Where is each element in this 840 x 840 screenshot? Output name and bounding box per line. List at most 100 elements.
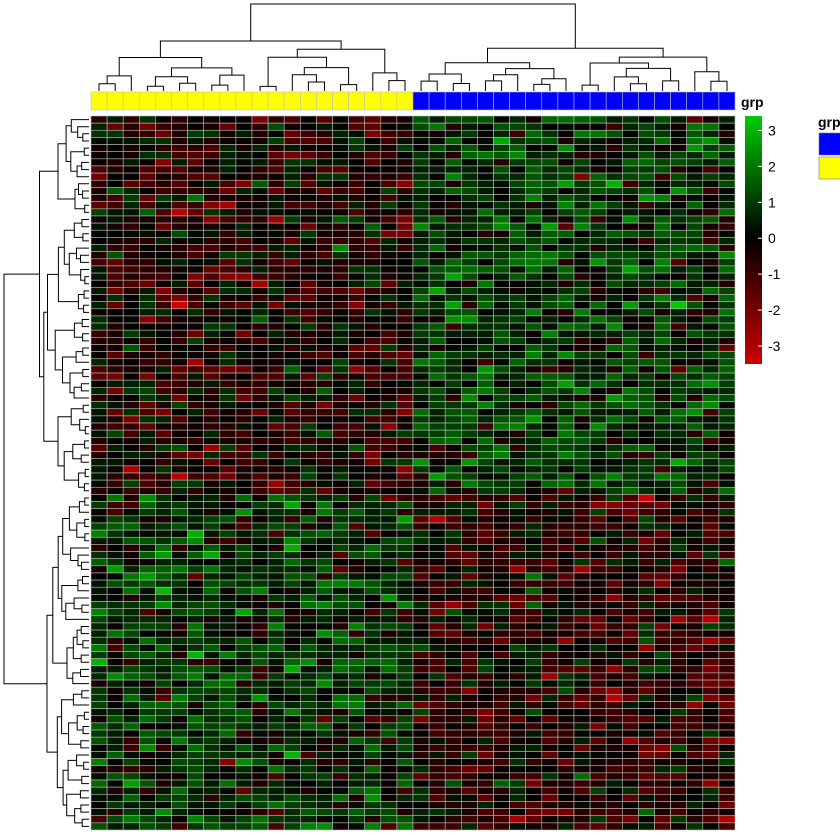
- heatmap-cell: [171, 529, 188, 538]
- heatmap-cell: [316, 451, 333, 460]
- row-dendrogram-branch: [83, 304, 89, 313]
- heatmap-cell: [509, 644, 527, 652]
- heatmap-cell: [90, 322, 108, 331]
- heatmap-cell: [654, 579, 671, 588]
- heatmap-cell: [638, 458, 655, 467]
- heatmap-cell: [509, 479, 527, 488]
- heatmap-cell: [525, 679, 543, 688]
- heatmap-cell: [90, 786, 108, 795]
- heatmap-cell: [428, 629, 446, 638]
- heatmap-cell: [605, 701, 623, 709]
- heatmap-cell: [621, 187, 639, 195]
- heatmap-cell: [332, 651, 349, 659]
- heatmap-cell: [718, 436, 736, 445]
- row-dendrogram-branch: [77, 554, 89, 567]
- heatmap-cell: [702, 365, 720, 374]
- heatmap-cell: [493, 822, 510, 831]
- heatmap-cell: [380, 508, 398, 517]
- heatmap-cell: [299, 665, 317, 674]
- heatmap-cell: [364, 294, 382, 302]
- heatmap-cell: [412, 494, 430, 502]
- heatmap-cell: [219, 801, 237, 809]
- heatmap-cell: [171, 172, 188, 181]
- heatmap-cell: [187, 486, 205, 495]
- heatmap-cell: [686, 658, 704, 667]
- heatmap-cell: [460, 394, 478, 402]
- heatmap-cell: [573, 751, 591, 759]
- heatmap-cell: [589, 594, 607, 602]
- heatmap-cell: [493, 279, 510, 288]
- heatmap-cell: [460, 237, 478, 245]
- heatmap-cell: [139, 522, 156, 531]
- heatmap-cell: [171, 822, 188, 831]
- heatmap-cell: [283, 222, 301, 231]
- heatmap-cell: [718, 494, 736, 502]
- heatmap-cell: [573, 422, 591, 431]
- heatmap-cell: [702, 544, 720, 552]
- heatmap-cell: [348, 208, 366, 217]
- heatmap-cell: [477, 494, 494, 502]
- heatmap-cell: [283, 472, 301, 481]
- heatmap-cell: [171, 222, 188, 231]
- heatmap-cell: [348, 265, 366, 274]
- heatmap-cell: [638, 586, 655, 595]
- heatmap-cell: [686, 644, 704, 652]
- heatmap-cell: [444, 387, 462, 395]
- heatmap-cell: [396, 679, 414, 688]
- heatmap-cell: [219, 151, 237, 160]
- heatmap-cell: [557, 558, 575, 567]
- heatmap-cell: [718, 479, 736, 488]
- heatmap-cell: [541, 651, 559, 659]
- heatmap-cell: [396, 337, 414, 345]
- heatmap-cell: [155, 251, 172, 260]
- heatmap-cell: [493, 765, 510, 774]
- heatmap-cell: [348, 694, 366, 702]
- heatmap-cell: [621, 665, 639, 674]
- heatmap-cell: [686, 629, 704, 638]
- heatmap-cell: [251, 436, 269, 445]
- heatmap-cell: [557, 536, 575, 545]
- heatmap-cell: [477, 237, 494, 245]
- heatmap-cell: [638, 394, 655, 402]
- heatmap-cell: [235, 786, 253, 795]
- heatmap-cell: [90, 122, 108, 131]
- heatmap-cell: [267, 194, 285, 202]
- heatmap-cell: [299, 629, 317, 638]
- heatmap-cell: [267, 301, 285, 310]
- heatmap-cell: [106, 615, 124, 624]
- heatmap-cell: [541, 301, 559, 310]
- heatmap-cell: [686, 536, 704, 545]
- heatmap-cell: [316, 586, 333, 595]
- heatmap-cell: [525, 444, 543, 452]
- heatmap-cell: [477, 744, 494, 752]
- column-dendrogram-branch: [485, 80, 503, 91]
- heatmap-cell: [90, 229, 108, 238]
- heatmap-cell: [525, 415, 543, 424]
- heatmap-cell: [686, 744, 704, 752]
- heatmap-cell: [219, 558, 237, 567]
- heatmap-cell: [171, 536, 188, 545]
- heatmap-cell: [493, 244, 510, 252]
- heatmap-cell: [267, 144, 285, 152]
- heatmap-cell: [428, 658, 446, 667]
- heatmap-cell: [557, 151, 575, 160]
- heatmap-cell: [139, 736, 156, 745]
- heatmap-cell: [396, 201, 414, 210]
- heatmap-cell: [573, 351, 591, 360]
- heatmap-cell: [316, 658, 333, 667]
- heatmap-cell: [380, 615, 398, 624]
- heatmap-cell: [444, 279, 462, 288]
- heatmap-cell: [557, 215, 575, 224]
- heatmap-cell: [621, 729, 639, 738]
- heatmap-cell: [219, 351, 237, 360]
- heatmap-cell: [557, 315, 575, 324]
- heatmap-cell: [460, 301, 478, 310]
- heatmap-cell: [348, 815, 366, 824]
- heatmap-cell: [332, 415, 349, 424]
- heatmap-cell: [718, 187, 736, 195]
- heatmap-cell: [477, 479, 494, 488]
- heatmap-cell: [348, 529, 366, 538]
- heatmap-cell: [316, 458, 333, 467]
- heatmap-cell: [493, 515, 510, 524]
- heatmap-cell: [90, 722, 108, 731]
